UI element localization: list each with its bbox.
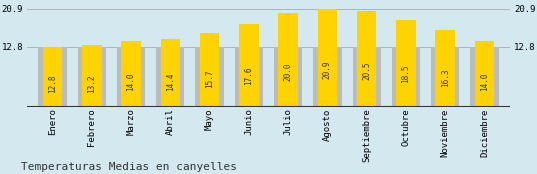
Bar	[357, 11, 376, 107]
Bar	[274, 47, 302, 107]
Bar	[431, 47, 459, 107]
Text: 20.5: 20.5	[362, 61, 371, 80]
Text: 17.6: 17.6	[244, 66, 253, 85]
Bar	[161, 39, 180, 107]
Bar	[78, 47, 106, 107]
Bar	[200, 33, 220, 107]
Bar	[470, 47, 498, 107]
Text: 14.0: 14.0	[127, 73, 136, 91]
Bar	[313, 47, 342, 107]
Bar	[156, 47, 185, 107]
Bar	[392, 47, 420, 107]
Text: 15.7: 15.7	[205, 70, 214, 88]
Text: 12.8: 12.8	[48, 75, 57, 93]
Text: 18.5: 18.5	[401, 65, 410, 83]
Text: Temperaturas Medias en canyelles: Temperaturas Medias en canyelles	[21, 162, 237, 172]
Bar	[39, 47, 67, 107]
Bar	[121, 41, 141, 107]
Text: 14.4: 14.4	[166, 72, 175, 91]
Text: 16.3: 16.3	[441, 69, 449, 87]
Bar	[82, 45, 101, 107]
Text: 20.0: 20.0	[284, 62, 293, 81]
Bar	[278, 13, 298, 107]
Bar	[317, 9, 337, 107]
Bar	[239, 24, 259, 107]
Bar	[475, 41, 494, 107]
Bar	[352, 47, 381, 107]
Bar	[235, 47, 263, 107]
Text: 13.2: 13.2	[88, 74, 96, 93]
Bar	[43, 47, 62, 107]
Text: 20.9: 20.9	[323, 61, 332, 79]
Text: 14.0: 14.0	[480, 73, 489, 91]
Bar	[117, 47, 145, 107]
Bar	[436, 30, 455, 107]
Bar	[195, 47, 224, 107]
Bar	[396, 20, 416, 107]
